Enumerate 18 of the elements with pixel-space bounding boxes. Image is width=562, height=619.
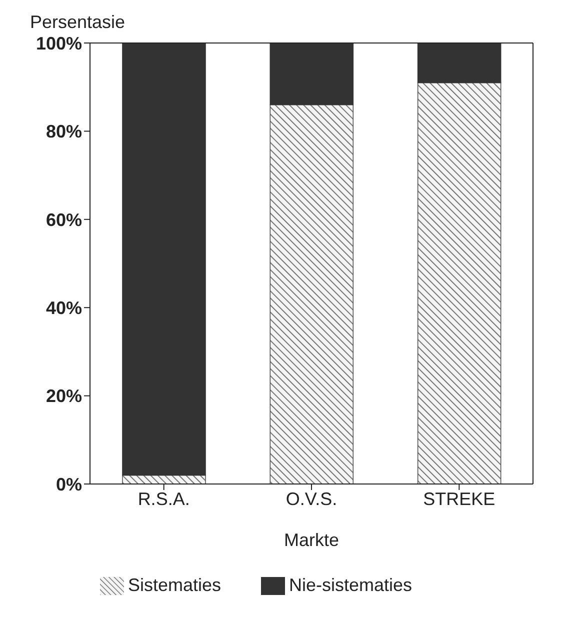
y-tick-label: 40% [46,298,82,318]
y-tick-label: 80% [46,122,82,142]
x-axis-title: Markte [284,530,340,550]
y-tick-label: 60% [46,210,82,230]
x-tick-label: STREKE [423,488,496,509]
y-axis-title: Persentasie [30,12,126,33]
legend-label: Sistematies [128,574,221,595]
bar [122,43,206,476]
bar [417,82,502,484]
bar [270,104,354,484]
bar [417,43,502,84]
y-tick-label: 20% [46,386,82,406]
y-tick-label: 0% [56,474,82,494]
x-tick-label: R.S.A. [138,488,190,509]
bar [270,43,354,106]
x-tick-label: O.V.S. [286,488,338,509]
legend-label: Nie-sistematies [289,574,412,595]
y-tick-label: 100% [36,33,82,54]
